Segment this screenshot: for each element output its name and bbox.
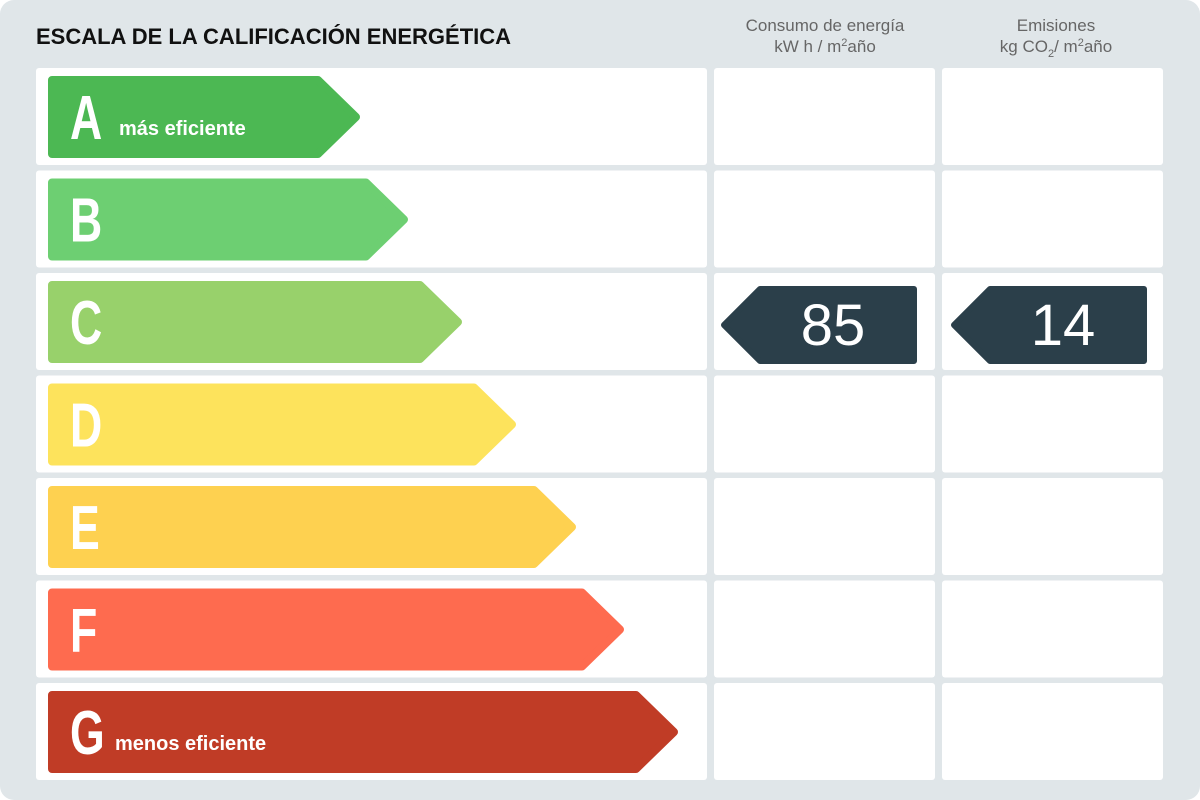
title: ESCALA DE LA CALIFICACIÓN ENERGÉTICA xyxy=(36,24,511,49)
grade-arrow xyxy=(48,383,516,466)
rating-arrow xyxy=(951,286,1147,364)
column-unit: kW h / m2año xyxy=(774,37,876,56)
rating-arrow xyxy=(721,286,917,364)
unit-part: / m xyxy=(1054,37,1078,56)
grade-arrow xyxy=(48,486,576,568)
row-cell xyxy=(942,170,1163,268)
row-cell xyxy=(942,580,1163,678)
row-cell xyxy=(942,478,1163,575)
grade-letter: C xyxy=(70,289,102,358)
grade-letter: G xyxy=(70,699,105,768)
row-cell xyxy=(942,683,1163,780)
row-cell xyxy=(942,375,1163,473)
grade-note: más eficiente xyxy=(119,118,246,140)
rating-value: 14 xyxy=(1031,293,1096,358)
grade-letter: F xyxy=(70,596,97,665)
row-cell xyxy=(714,580,935,678)
rating-value: 85 xyxy=(801,293,866,358)
grade-arrow xyxy=(48,691,678,773)
grade-note: menos eficiente xyxy=(115,733,266,755)
grade-letter: B xyxy=(70,186,102,255)
row-cell xyxy=(714,170,935,268)
row-cell xyxy=(714,478,935,575)
column-title: Emisiones xyxy=(1017,16,1095,35)
unit-part: año xyxy=(1084,37,1112,56)
unit-part: kg CO xyxy=(1000,37,1048,56)
unit-sup: 2 xyxy=(1078,37,1084,49)
grade-arrow xyxy=(48,178,408,261)
row-cell xyxy=(714,683,935,780)
unit-sub: 2 xyxy=(1048,48,1054,60)
column-title: Consumo de energía xyxy=(746,16,905,35)
unit-sup: 2 xyxy=(841,37,847,49)
row-cell xyxy=(714,68,935,165)
row-cell xyxy=(942,68,1163,165)
grade-letter: E xyxy=(70,494,100,563)
unit-part: año xyxy=(847,37,875,56)
row-cell xyxy=(714,375,935,473)
column-unit: kg CO2/ m2año xyxy=(1000,37,1112,60)
grade-arrow xyxy=(48,588,624,671)
unit-part: kW h / m xyxy=(774,37,841,56)
grade-arrow xyxy=(48,281,462,363)
grade-arrow xyxy=(48,76,360,158)
grade-letter: A xyxy=(70,84,102,153)
grade-letter: D xyxy=(70,391,102,460)
